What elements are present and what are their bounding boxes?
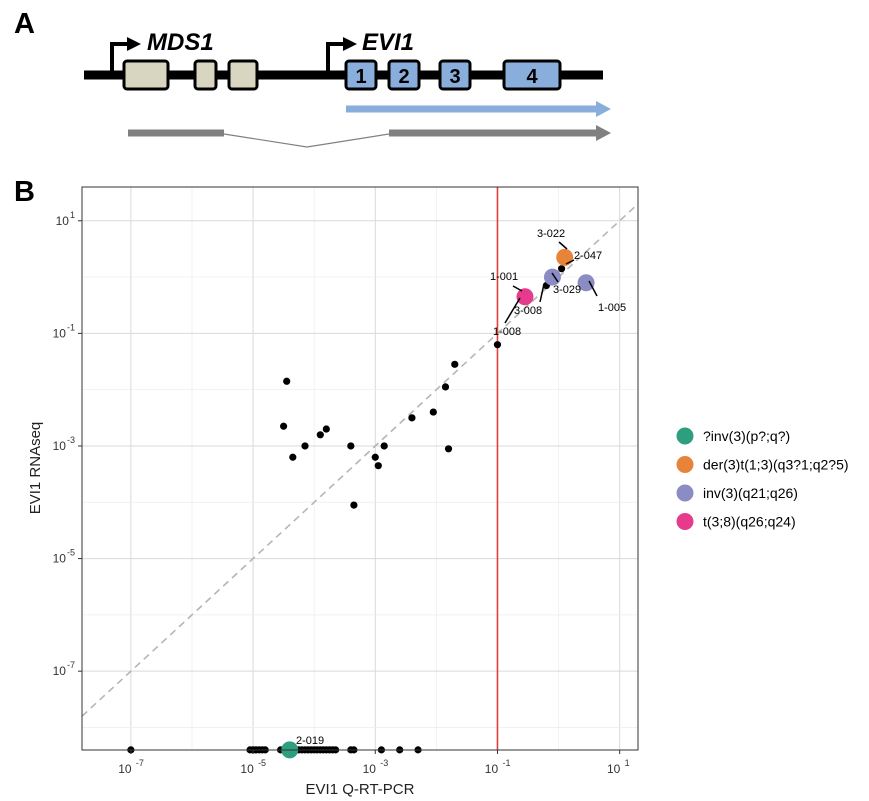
panel-a-label: A xyxy=(14,8,35,40)
x-tick-label: 10 xyxy=(363,762,377,776)
legend-label: der(3)t(1;3)(q3?1;q2?5) xyxy=(703,457,849,473)
mds1-promoter-arrow xyxy=(110,42,130,73)
evi1-exon-2 xyxy=(387,59,421,91)
legend-swatch xyxy=(676,456,694,473)
data-point xyxy=(280,422,288,430)
data-point xyxy=(380,442,388,450)
label-leader-line xyxy=(565,259,575,265)
panel-a: A MDS1 EVI1 1 2 3 4 xyxy=(14,8,611,148)
x-axis-ticks: 10 -7 10 -5 10 -3 10 -1 10 1 xyxy=(118,750,630,776)
data-point xyxy=(371,453,379,461)
evi1-exon-3 xyxy=(438,59,472,91)
data-point xyxy=(493,341,502,349)
legend-swatch xyxy=(676,513,694,530)
label-leader-line xyxy=(504,297,521,324)
y-tick-label: 10 xyxy=(53,664,67,678)
point-label: 1-001 xyxy=(490,271,518,283)
evi1-promoter-arrowhead xyxy=(343,37,357,51)
data-point xyxy=(557,265,566,273)
y-tick-exponent: -3 xyxy=(67,435,75,445)
fusion-transcript-arrowhead xyxy=(596,125,611,141)
evi1-exon-3-label: 3 xyxy=(449,66,460,88)
highlighted-data-point xyxy=(516,288,534,306)
data-point xyxy=(301,442,309,450)
point-label: 1-005 xyxy=(598,302,626,314)
evi1-exon-1-label: 1 xyxy=(355,66,366,88)
evi1-exon-4 xyxy=(502,59,562,91)
y-tick-exponent: -5 xyxy=(67,548,75,558)
evi1-exon-4-label: 4 xyxy=(526,66,538,88)
data-point xyxy=(444,445,453,453)
evi1-exon-2-label: 2 xyxy=(398,66,409,88)
data-points xyxy=(127,248,595,759)
label-leader-line xyxy=(539,283,545,303)
point-label: 3-022 xyxy=(537,228,565,240)
legend-label: inv(3)(q21;q26) xyxy=(703,485,798,501)
data-point xyxy=(374,462,382,470)
label-leader-line xyxy=(558,241,568,250)
legend-swatch xyxy=(676,427,694,445)
y-axis-title: EVI1 RNAseq xyxy=(27,422,44,515)
identity-diagonal-line xyxy=(81,203,639,717)
point-labels: 3-022 2-047 1-001 3-029 1-005 3-008 1-008 2-019 xyxy=(296,228,626,747)
evi1-gene-name: EVI1 xyxy=(362,29,414,56)
x-tick-label: 10 xyxy=(118,762,132,776)
evi1-transcript-arrowhead xyxy=(596,101,611,117)
y-tick-exponent: 1 xyxy=(70,210,75,220)
y-tick-label: 10 xyxy=(53,439,67,453)
panel-b: B 3-022 2-047 1-001 3-029 1-005 3-008 1-008 2-0… xyxy=(14,176,849,798)
label-leader-line xyxy=(512,285,523,292)
point-label: 2-019 xyxy=(296,735,324,747)
evi1-exon-1 xyxy=(344,59,378,91)
y-tick-exponent: -1 xyxy=(67,322,75,332)
x-tick-label: 10 xyxy=(240,762,254,776)
x-tick-label: 10 xyxy=(607,762,621,776)
x-tick-exponent: -1 xyxy=(502,758,510,768)
point-label: 3-008 xyxy=(514,305,542,317)
data-point xyxy=(347,442,355,450)
legend: ?inv(3)(p?;q?) der(3)t(1;3)(q3?1;q2?5) inv… xyxy=(676,427,849,530)
mds1-gene-name: MDS1 xyxy=(147,29,214,56)
x-tick-exponent: 1 xyxy=(625,758,630,768)
label-leader-line xyxy=(588,280,598,297)
data-point xyxy=(429,408,437,416)
y-tick-exponent: -7 xyxy=(67,660,75,670)
x-tick-label: 10 xyxy=(485,762,499,776)
data-point xyxy=(283,377,291,385)
legend-label: t(3;8)(q26;q24) xyxy=(703,514,796,530)
mds1-exon xyxy=(193,59,218,91)
highlighted-data-point xyxy=(556,248,574,266)
y-tick-label: 10 xyxy=(53,326,67,340)
data-point xyxy=(289,453,297,461)
y-tick-label: 10 xyxy=(53,552,67,566)
reference-lines xyxy=(81,187,639,750)
x-tick-exponent: -7 xyxy=(136,758,144,768)
data-point xyxy=(322,425,330,433)
label-leader-line xyxy=(551,272,559,283)
panel-b-label: B xyxy=(14,176,35,208)
legend-swatch xyxy=(676,484,694,502)
legend-label: ?inv(3)(p?;q?) xyxy=(703,428,790,444)
x-tick-exponent: -3 xyxy=(380,758,388,768)
mds1-exon xyxy=(122,59,170,91)
data-point xyxy=(316,431,324,439)
evi1-promoter-arrow xyxy=(326,42,346,73)
mds1-promoter-arrowhead xyxy=(127,37,141,51)
y-axis-ticks: 110-110-310-510-710 xyxy=(53,210,82,678)
y-tick-label: 10 xyxy=(56,214,70,228)
point-label: 3-029 xyxy=(553,284,581,296)
data-point xyxy=(408,414,416,422)
fusion-transcript-splice xyxy=(223,133,390,148)
x-tick-exponent: -5 xyxy=(258,758,266,768)
mds1-exon xyxy=(227,59,259,91)
data-point xyxy=(441,383,450,391)
plot-frame xyxy=(81,186,639,751)
highlighted-data-point xyxy=(577,274,595,292)
point-label: 1-008 xyxy=(493,326,521,338)
point-label: 2-047 xyxy=(574,250,602,262)
data-point xyxy=(451,360,459,368)
data-point xyxy=(350,501,358,509)
x-axis-title: EVI1 Q-RT-PCR xyxy=(306,781,415,798)
